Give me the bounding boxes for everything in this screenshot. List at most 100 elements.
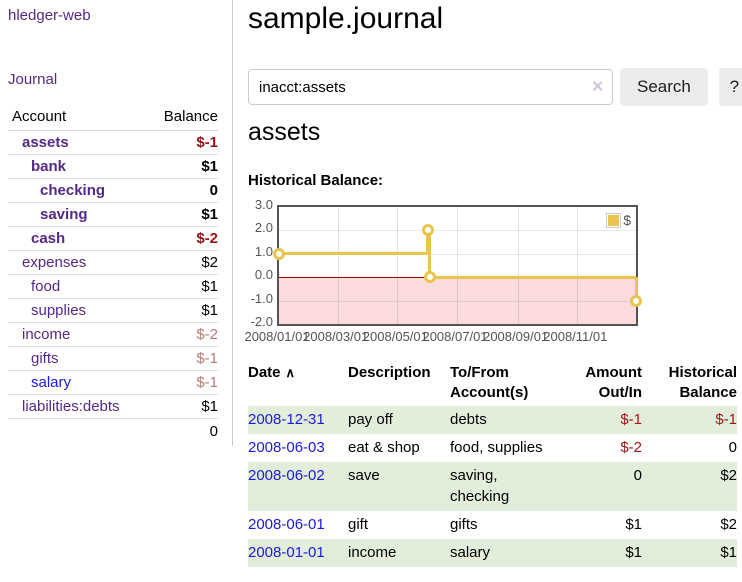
chart-line-segment [634,277,638,301]
account-balance: $-1 [145,130,218,155]
transaction-amount: $-2 [620,439,642,456]
account-link-saving[interactable]: saving [40,206,88,223]
transaction-amount: $1 [625,544,642,561]
chart-plot-area[interactable]: $ [273,205,642,326]
accounts-table: Account Balance assets $-1 bank $1 checking 0… [8,104,218,443]
account-row: supplies $1 [8,298,218,323]
account-link-expenses[interactable]: expenses [22,254,87,271]
account-balance: $2 [145,250,218,275]
search-box: ✕ [248,69,613,105]
clear-search-icon[interactable]: ✕ [591,78,604,96]
register-row: 2008-06-01 gift gifts $1 $2 [248,511,737,539]
gridline [577,207,579,324]
transaction-balance: $2 [720,467,737,484]
y-axis-tick-label: 3.0 [254,197,273,212]
account-link-bank[interactable]: bank [31,158,67,175]
account-balance: $-2 [145,322,218,347]
register-header-date[interactable]: Date ∧ [248,364,296,381]
account-link-salary[interactable]: salary [31,374,72,391]
account-link-supplies[interactable]: supplies [31,302,87,319]
transaction-accounts: food, supplies [450,439,543,456]
legend-label: $ [623,212,631,228]
gridline [279,253,636,255]
account-row: checking 0 [8,178,218,203]
account-link-assets[interactable]: assets [22,134,69,151]
account-row: salary $-1 [8,370,218,395]
account-row: liabilities:debts $1 [8,394,218,419]
data-point-marker[interactable] [421,224,434,237]
page-title: sample.journal [248,2,444,35]
y-axis-tick-label: 1.0 [254,243,273,259]
account-row: cash $-2 [8,226,218,251]
search-form: ✕ Search ? [248,68,742,106]
register-header-description: Description [348,364,431,381]
transaction-amount: 0 [633,467,642,484]
chart-title: Historical Balance: [248,172,384,189]
sidebar-item-journal[interactable]: Journal [8,71,58,88]
accounts-header-balance: Balance [145,104,218,131]
accounts-header-account: Account [8,104,146,131]
gridline [279,230,636,232]
transaction-description: eat & shop [348,439,420,456]
chart-line-segment [429,275,636,279]
account-link-checking[interactable]: checking [40,182,106,199]
transaction-amount: $-1 [620,411,642,428]
register-row: 2008-12-31 pay off debts $-1 $-1 [248,406,737,434]
account-link-cash[interactable]: cash [31,230,66,247]
account-row: saving $1 [8,202,218,227]
account-balance: $1 [145,202,218,227]
account-heading: assets [248,118,321,146]
account-row: assets $-1 [8,130,218,155]
y-axis-tick-label: 2.0 [254,220,273,236]
search-input[interactable] [248,69,613,105]
gridline [337,207,339,324]
transaction-balance: $-1 [715,411,737,428]
transaction-accounts: gifts [450,516,478,533]
register-row: 2008-06-02 save saving, checking 0 $2 [248,462,737,511]
transaction-date-link[interactable]: 2008-06-01 [248,516,325,533]
transaction-date-link[interactable]: 2008-06-03 [248,439,325,456]
legend-swatch-icon [606,212,622,228]
sort-ascending-icon[interactable]: ∧ [285,365,296,380]
account-link-income[interactable]: income [22,326,71,343]
transaction-balance: 0 [728,439,737,456]
transaction-date-link[interactable]: 2008-01-01 [248,544,325,561]
data-point-marker[interactable] [630,294,642,307]
transaction-description: gift [348,516,369,533]
transaction-date-link[interactable]: 2008-06-02 [248,467,325,484]
transaction-description: pay off [348,411,393,428]
account-balance: $1 [145,154,218,179]
account-link-liabilities-debts[interactable]: liabilities:debts [22,398,120,415]
x-axis-tick-label: 2008/07/01 [422,329,488,344]
chart-legend: $ [606,212,631,228]
gridline [517,207,519,324]
register-header-historical: Historical Balance [668,364,737,401]
accounts-header-row: Account Balance [8,104,218,131]
register-table: Date ∧ Description To/From Account(s) Amount O… [248,362,737,567]
x-axis-tick-label: 2008/05/01 [362,329,428,344]
historical-balance-chart: $ 3.0 2.0 1.0 0.0 -1.0 -2.0 2008/01/01 2008/03/… [244,197,742,347]
transaction-accounts: salary [450,544,491,561]
chart-negative-region [279,277,636,324]
data-point-marker[interactable] [423,271,436,284]
chart-line-segment [426,230,430,254]
account-row: food $1 [8,274,218,299]
app-title-link[interactable]: hledger-web [8,7,91,24]
register-row: 2008-06-03 eat & shop food, supplies $-2 0 [248,434,737,462]
account-link-food[interactable]: food [31,278,61,295]
account-balance: $-1 [145,370,218,395]
account-row: income $-2 [8,322,218,347]
y-axis-tick-label: 0.0 [254,267,273,283]
x-axis-tick-label: 2008/09/01 [483,329,549,344]
x-axis-tick-label: 2008/11/01 [543,329,608,344]
data-point-marker[interactable] [273,247,285,260]
transaction-accounts: saving, checking [450,467,510,505]
transaction-date-link[interactable]: 2008-12-31 [248,411,325,428]
search-button[interactable]: Search [620,68,708,106]
account-balance: $-2 [145,226,218,251]
transaction-amount: $1 [625,516,642,533]
x-axis-tick-label: 2008/01/01 [244,329,310,344]
search-help-button[interactable]: ? [718,68,742,106]
account-link-gifts[interactable]: gifts [31,350,59,367]
